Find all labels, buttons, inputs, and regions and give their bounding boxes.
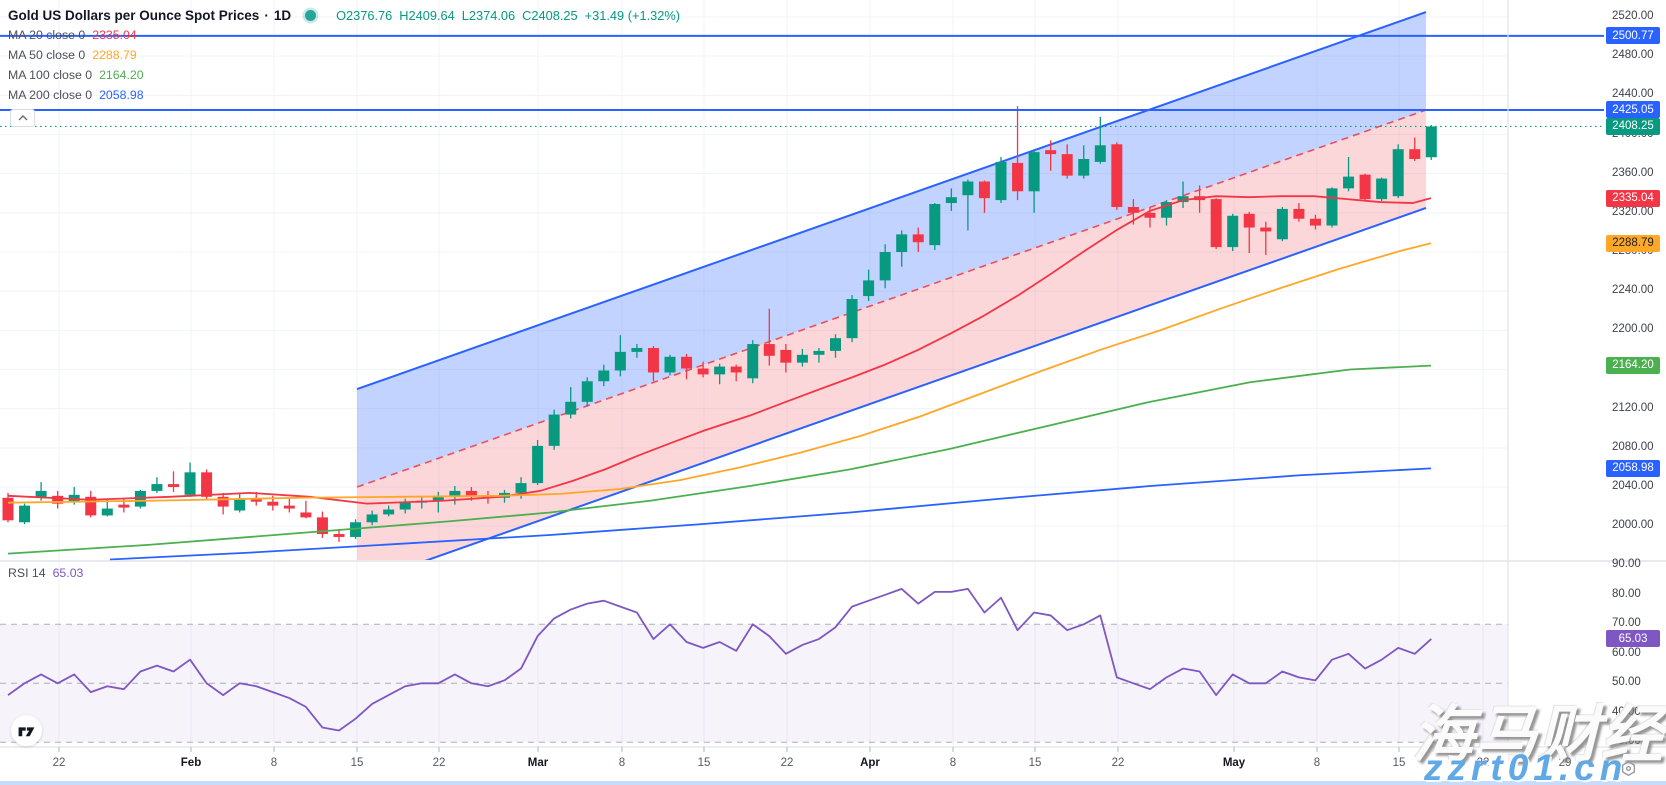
price-axis-label: 2440.00 [1612, 88, 1654, 101]
rsi-axis-label: 80.00 [1612, 587, 1641, 600]
rsi-label: RSI 14 [8, 566, 46, 580]
price-badge: 2408.25 [1606, 117, 1660, 135]
time-axis-label: 8 [270, 757, 278, 769]
price-badge: 2500.77 [1606, 27, 1660, 45]
price-axis-label: 2520.00 [1612, 10, 1654, 22]
ma-label: MA 100 close 0 [8, 68, 93, 82]
time-axis-label: 22 [432, 757, 446, 769]
ma-legend-row[interactable]: MA 50 close 0 2288.79 [8, 48, 137, 62]
time-axis-label: 22 [780, 757, 794, 769]
gear-icon [1621, 760, 1636, 777]
price-axis-label: 2240.00 [1612, 284, 1654, 297]
price-badge: 2288.79 [1606, 234, 1660, 252]
time-axis-label: 22 [1111, 757, 1125, 769]
rsi-axis-label: 40.00 [1612, 705, 1641, 718]
time-axis-label: Feb [180, 757, 202, 769]
chevron-up-icon [18, 115, 27, 121]
rsi-badge: 65.03 [1606, 630, 1660, 648]
bottom-scroll-strip [0, 781, 1666, 785]
rsi-value: 65.03 [52, 566, 84, 580]
time-axis-label: 22 [1476, 757, 1490, 769]
interval-label: 1D [273, 8, 292, 23]
legend-collapse-button[interactable] [10, 109, 35, 127]
ma-value: 2288.79 [92, 48, 137, 62]
time-axis-label: 15 [1028, 757, 1042, 769]
tradingview-logo[interactable] [11, 715, 42, 746]
time-axis-label: 15 [1392, 757, 1406, 769]
market-status-dot-icon [305, 10, 317, 21]
ohlc-high: H2409.64 [399, 8, 455, 23]
watermark-url: zzrt01.cn [1424, 747, 1628, 785]
timezone-settings-button[interactable] [1620, 760, 1637, 782]
watermark-text: 海马财经 [1412, 701, 1665, 770]
ma-label: MA 50 close 0 [8, 48, 86, 62]
price-axis-label: 2120.00 [1612, 401, 1654, 414]
ma-label: MA 200 close 0 [8, 88, 93, 102]
tradingview-logo-icon [18, 727, 35, 737]
rsi-axis-label: 30.00 [1612, 735, 1641, 748]
ohlc-low: L2374.06 [461, 8, 516, 23]
time-axis-label: 22 [52, 757, 66, 769]
time-axis-label: Apr [860, 757, 880, 769]
time-axis-label: 29 [1558, 757, 1572, 769]
time-axis-label: 8 [1313, 757, 1321, 769]
rsi-axis-label: 50.00 [1612, 676, 1641, 689]
ohlc-values: O2376.76 H2409.64 L2374.06 C2408.25 +31.… [336, 8, 687, 23]
time-axis-label: 15 [350, 757, 364, 769]
ma-legend-row[interactable]: MA 200 close 0 2058.98 [8, 88, 144, 102]
price-axis-label: 2320.00 [1612, 205, 1654, 218]
ma-value: 2335.04 [92, 28, 137, 42]
price-axis-label: 2000.00 [1612, 519, 1654, 532]
rsi-axis-label: 90.00 [1612, 558, 1641, 571]
ma-value: 2164.20 [99, 68, 144, 82]
ma-legend-row[interactable]: MA 100 close 0 2164.20 [8, 68, 144, 82]
rsi-axis-label: 60.00 [1612, 646, 1641, 659]
chart-legend-header[interactable]: Gold US Dollars per Ounce Spot Prices · … [8, 8, 687, 23]
time-axis-label: May [1222, 757, 1246, 769]
time-axis-label: 15 [697, 757, 711, 769]
price-axis-label: 2200.00 [1612, 323, 1654, 336]
ohlc-open: O2376.76 [336, 8, 393, 23]
time-axis-label: Mar [527, 757, 549, 769]
price-axis-label: 2080.00 [1612, 440, 1654, 453]
ohlc-change: +31.49 (+1.32%) [584, 8, 681, 23]
symbol-title: Gold US Dollars per Ounce Spot Prices [8, 8, 260, 23]
time-axis-label: 8 [618, 757, 626, 769]
price-badge: 2425.05 [1606, 101, 1660, 119]
ma-legend-row[interactable]: MA 20 close 0 2335.04 [8, 28, 137, 42]
ma-value: 2058.98 [99, 88, 144, 102]
rsi-indicator-legend[interactable]: RSI 14 65.03 [8, 566, 83, 580]
title-separator: · [264, 8, 269, 23]
rsi-axis-label: 70.00 [1612, 617, 1641, 630]
price-badge: 2058.98 [1606, 459, 1660, 477]
price-axis-label: 2040.00 [1612, 480, 1654, 493]
price-axis-label: 2360.00 [1612, 166, 1654, 179]
ohlc-close: C2408.25 [522, 8, 578, 23]
ma-label: MA 20 close 0 [8, 28, 86, 42]
price-badge: 2335.04 [1606, 189, 1660, 207]
price-badge: 2164.20 [1606, 356, 1660, 374]
price-axis-label: 2480.00 [1612, 49, 1654, 62]
time-axis-label: 8 [949, 757, 957, 769]
